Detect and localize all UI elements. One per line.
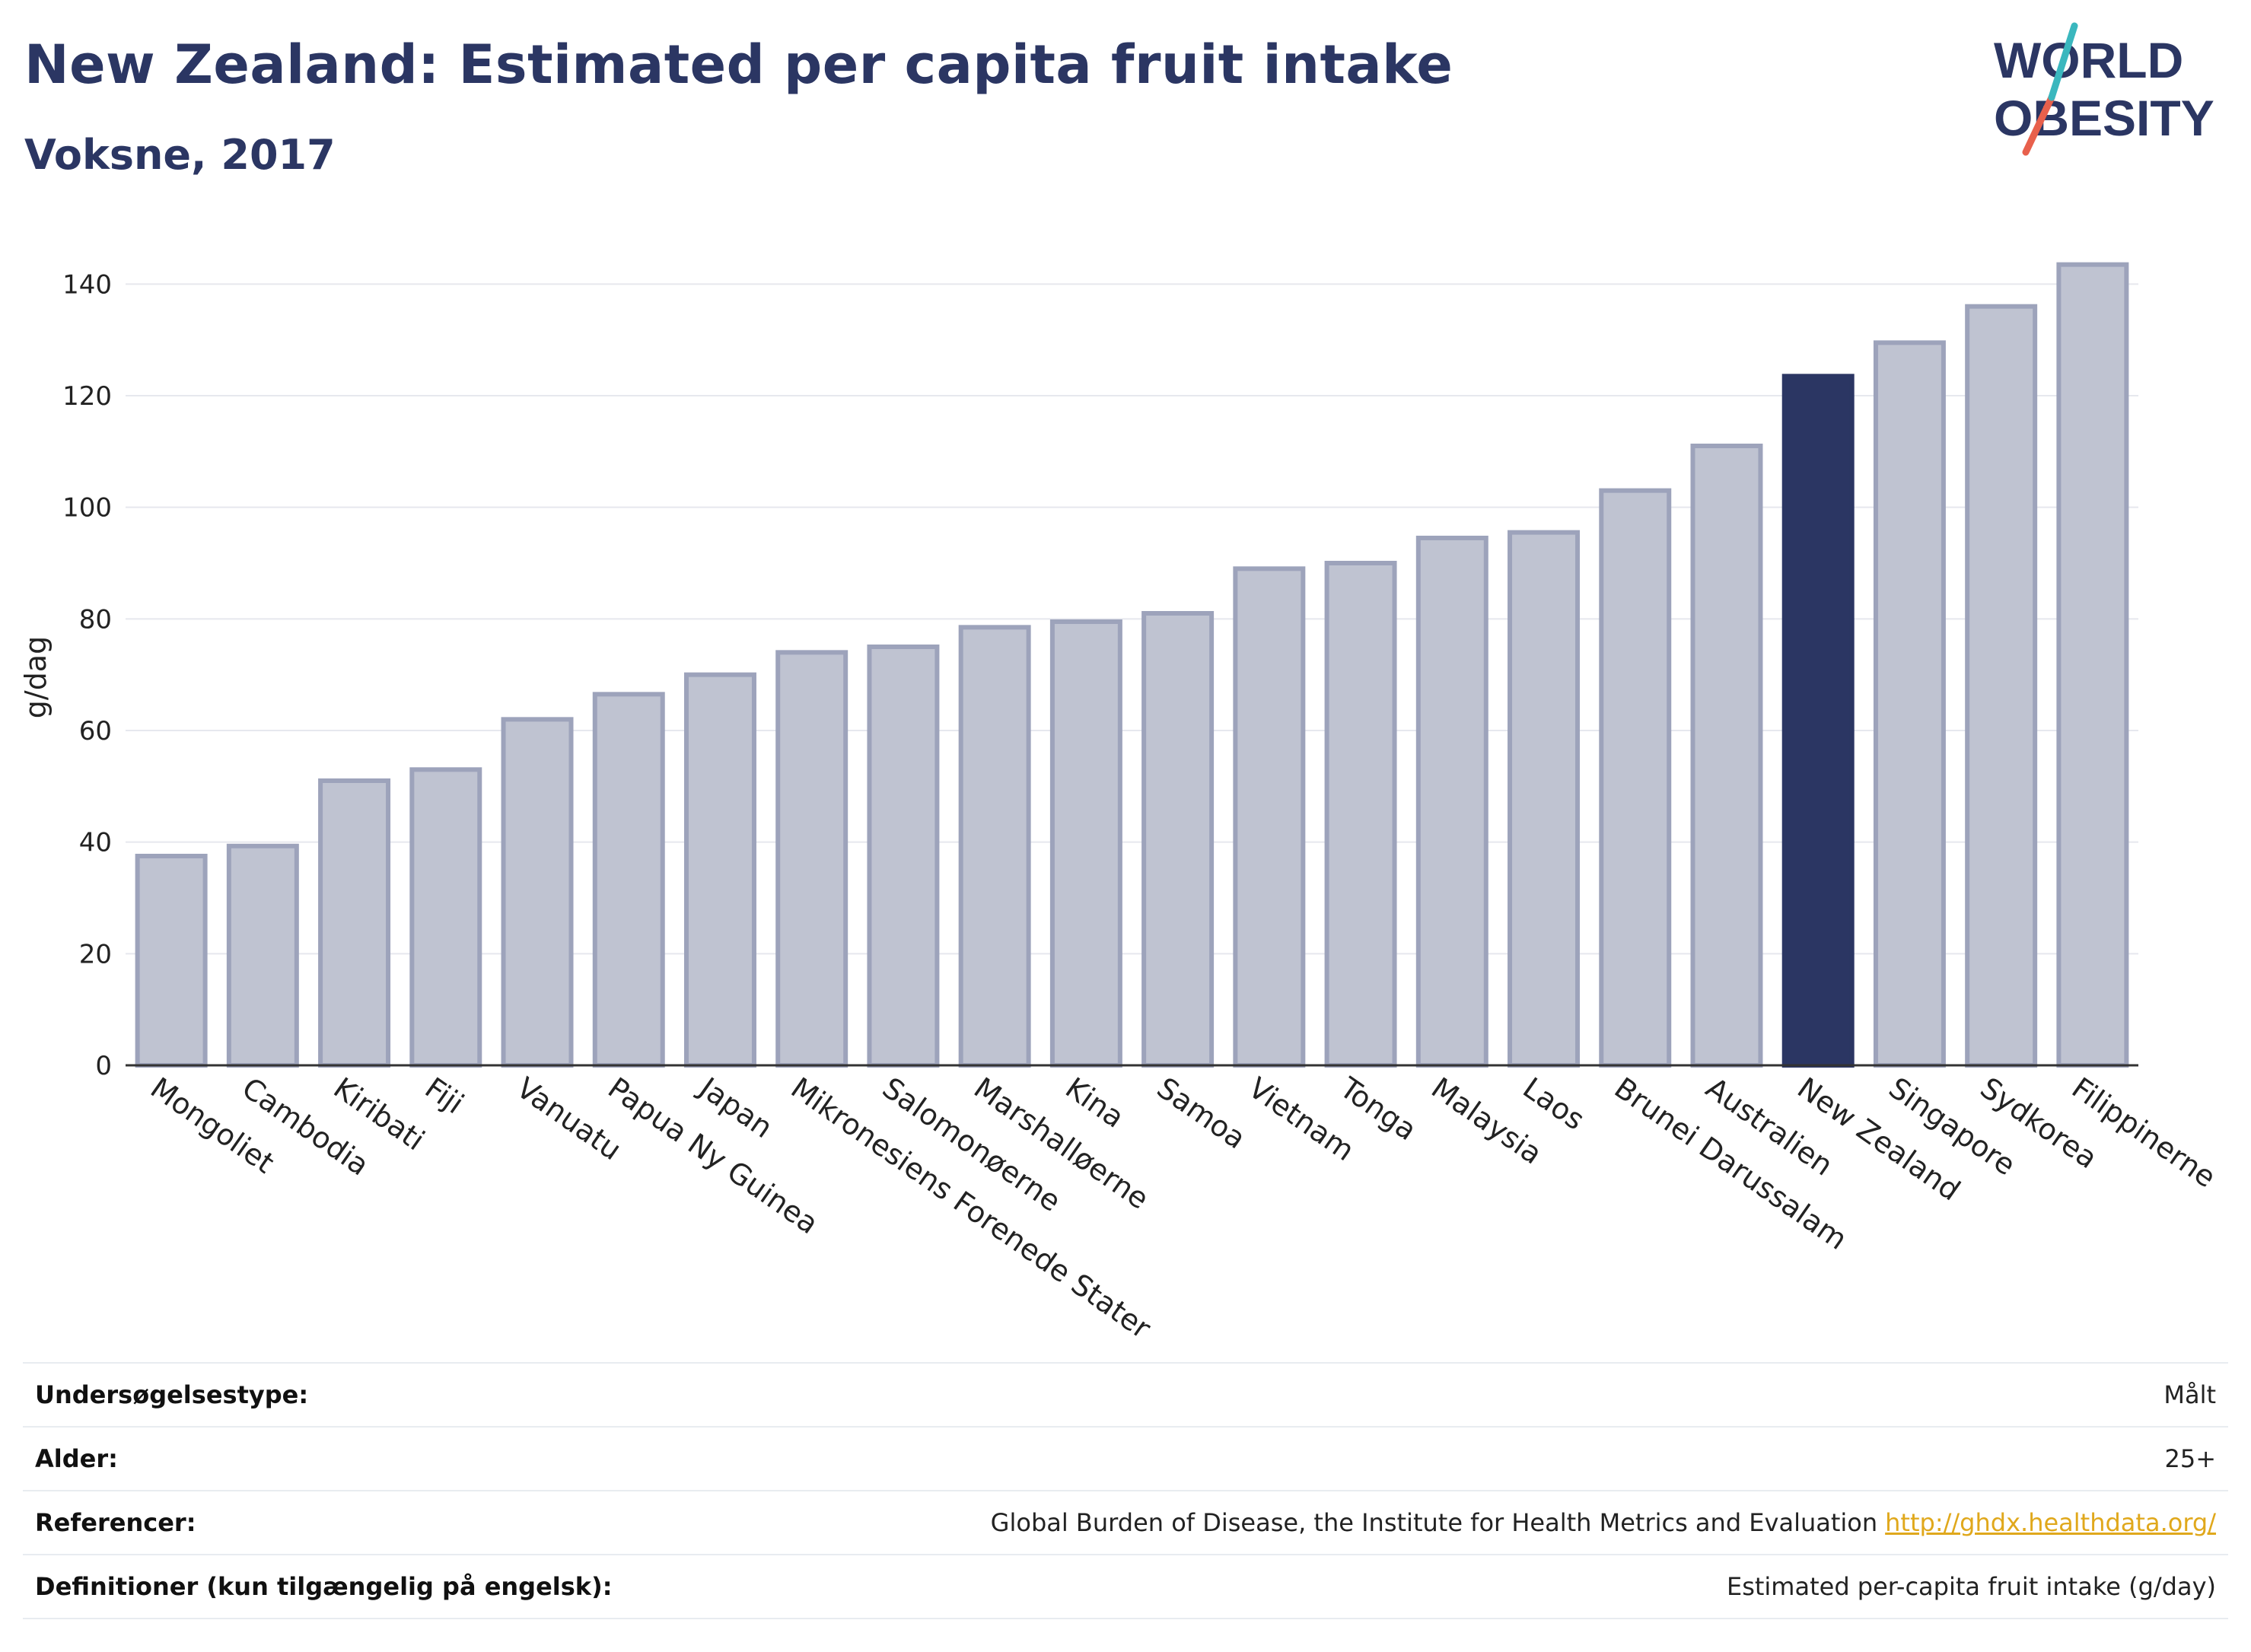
metadata-table: Undersøgelsestype: Målt Alder: 25+ Reference… xyxy=(23,1362,2228,1619)
bar-new-zealand xyxy=(1781,374,1855,1068)
meta-value-text: Målt xyxy=(2163,1380,2216,1409)
meta-value: Målt xyxy=(2163,1380,2216,1409)
y-tick-label: 0 xyxy=(95,1051,112,1081)
meta-value-text: Global Burden of Disease, the Institute … xyxy=(990,1508,1878,1537)
bar-japan xyxy=(683,672,756,1068)
meta-key: Referencer: xyxy=(35,1508,196,1537)
meta-value-text: 25+ xyxy=(2164,1444,2216,1473)
x-tick-label: Kina xyxy=(1059,1071,1130,1135)
y-tick-label: 100 xyxy=(62,493,112,524)
bar-kina xyxy=(1049,619,1122,1068)
logo-line1: WORLD xyxy=(1994,32,2183,88)
bar-mikronesiens-forenede-stater xyxy=(775,650,849,1068)
x-tick-label: Fiji xyxy=(419,1071,470,1120)
bar-marshalløerne xyxy=(958,625,1031,1068)
y-tick-label: 20 xyxy=(79,939,112,969)
bar-singapore xyxy=(1873,340,1946,1068)
y-tick-label: 140 xyxy=(62,269,112,300)
meta-key: Undersøgelsestype: xyxy=(35,1380,309,1409)
meta-value: Global Burden of Disease, the Institute … xyxy=(991,1508,2216,1537)
y-tick-label: 60 xyxy=(79,716,112,746)
x-tick-label: Laos xyxy=(1517,1071,1590,1136)
chart-subtitle: Voksne, 2017 xyxy=(24,131,336,179)
meta-value: 25+ xyxy=(2164,1444,2216,1473)
bar-malaysia xyxy=(1415,536,1488,1068)
bar-tonga xyxy=(1324,561,1397,1068)
bar-australien xyxy=(1690,444,1763,1068)
meta-row: Referencer: Global Burden of Disease, the… xyxy=(23,1491,2228,1555)
x-tick-label: Samoa xyxy=(1151,1071,1252,1155)
chart-title: New Zealand: Estimated per capita fruit … xyxy=(24,33,1453,96)
bar-papua-ny-guinea xyxy=(592,692,665,1068)
bars xyxy=(135,262,2129,1068)
logo-slash-teal xyxy=(2048,22,2078,101)
meta-value: Estimated per-capita fruit intake (g/day… xyxy=(1727,1572,2216,1601)
y-tick-label: 120 xyxy=(62,381,112,412)
bar-mongoliet xyxy=(135,854,208,1068)
meta-row: Undersøgelsestype: Målt xyxy=(23,1364,2228,1428)
bar-samoa xyxy=(1141,611,1215,1068)
bar-cambodia xyxy=(226,843,299,1068)
meta-key: Definitioner (kun tilgængelig på engelsk… xyxy=(35,1572,613,1601)
bar-vietnam xyxy=(1233,566,1306,1068)
meta-key: Alder: xyxy=(35,1444,118,1473)
logo-slash-red xyxy=(2022,94,2055,156)
reference-link[interactable]: http://ghdx.healthdata.org/ xyxy=(1885,1508,2216,1537)
bar-kiribati xyxy=(318,778,391,1068)
bar-fiji xyxy=(409,767,482,1068)
y-tick-label: 80 xyxy=(79,604,112,635)
bar-salomonøerne xyxy=(867,645,940,1068)
bar-filippinerne xyxy=(2056,262,2129,1068)
bar-brunei-darussalam xyxy=(1599,488,1672,1068)
meta-row: Definitioner (kun tilgængelig på engelsk… xyxy=(23,1555,2228,1619)
meta-row: Alder: 25+ xyxy=(23,1428,2228,1491)
y-tick-label: 40 xyxy=(79,828,112,858)
bar-laos xyxy=(1508,530,1581,1068)
x-tick-label: Vanuatu xyxy=(511,1071,628,1167)
bar-sydkorea xyxy=(1965,304,2038,1068)
y-axis-ticks: 0 20 40 60 80 100 120 140 xyxy=(62,269,112,1081)
world-obesity-logo: WORLD OBESITY xyxy=(1994,22,2214,156)
bar-vanuatu xyxy=(501,717,574,1068)
meta-value-text: Estimated per-capita fruit intake (g/day… xyxy=(1726,1572,2216,1601)
x-tick-label: Filippinerne xyxy=(2066,1071,2222,1194)
y-axis-title: g/dag xyxy=(19,636,53,718)
